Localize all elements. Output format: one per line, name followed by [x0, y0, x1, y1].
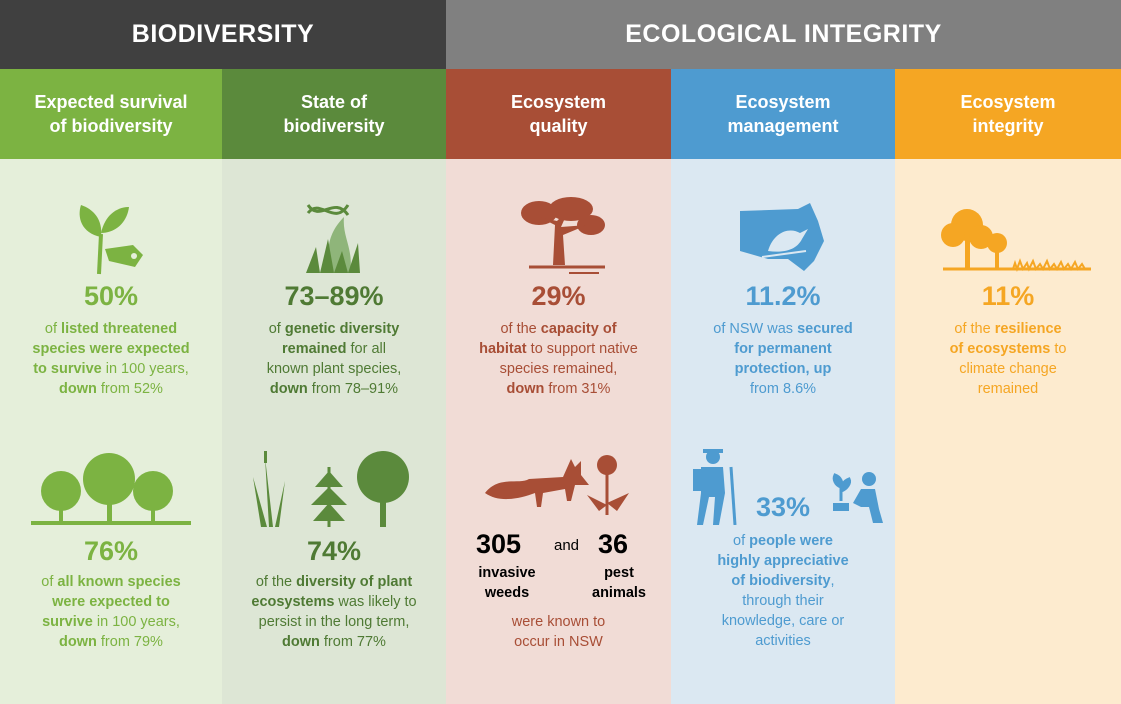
- pest-animals-label: pest animals: [592, 565, 646, 601]
- column-ecosystem-management: Ecosystem management 11.2% of NSW was sec…: [671, 69, 895, 704]
- column-expected-survival: Expected survival of biodiversity 50% of …: [0, 69, 222, 704]
- column-title: Ecosystem quality: [446, 69, 671, 159]
- column-title: State of biodiversity: [222, 69, 446, 159]
- seedling-tag-icon: [0, 199, 222, 279]
- invasive-weeds-label: invasive weeds: [478, 565, 536, 601]
- plants-icon: [222, 447, 446, 531]
- nsw-map-bird-icon: [671, 201, 895, 273]
- known-to-occur-text: were known to occur in NSW: [511, 614, 606, 650]
- stat-305: 305: [476, 529, 522, 559]
- stat-76-description: of all known species were expected to su…: [41, 574, 181, 650]
- column-ecosystem-quality: Ecosystem quality 29% of the capacity of …: [446, 69, 671, 704]
- column-title: Ecosystem management: [671, 69, 895, 159]
- trees-icon: [0, 449, 222, 529]
- fox-weed-icon: [446, 445, 671, 525]
- stat-50-description: of listed threatened species were expect…: [32, 321, 190, 397]
- column-title: Ecosystem integrity: [895, 69, 1121, 159]
- stat-29: 29%: [531, 281, 586, 311]
- stat-76: 76%: [83, 536, 139, 566]
- stat-11: 11%: [981, 281, 1035, 311]
- stat-74-description: of the diversity of plant ecosystems was…: [251, 574, 417, 650]
- column-state-of-biodiversity: State of biodiversity 73–89% of genetic d…: [222, 69, 446, 704]
- trees-landscape-icon: [895, 203, 1121, 275]
- dna-grass-icon: [222, 193, 446, 277]
- stat-11-2: 11.2%: [745, 281, 821, 311]
- ecological-integrity-header: ECOLOGICAL INTEGRITY: [446, 0, 1121, 69]
- column-title: Expected survival of biodiversity: [0, 69, 222, 159]
- tree-habitat-icon: [446, 195, 671, 277]
- stat-36: 36: [598, 529, 629, 559]
- stat-11-description: of the resilience of ecosystems to clima…: [949, 321, 1067, 397]
- stat-50: 50%: [83, 281, 139, 311]
- stat-33-description: of people were highly appreciative of bi…: [717, 533, 849, 649]
- stat-33: 33%: [755, 492, 811, 522]
- biodiversity-header: BIODIVERSITY: [0, 0, 446, 69]
- and-label: and: [554, 537, 580, 554]
- stat-11-2-description: of NSW was secured for permanent protect…: [713, 321, 853, 397]
- stat-73-89-description: of genetic diversity remained for all kn…: [266, 321, 402, 397]
- planter-icon: [831, 471, 885, 530]
- stat-73-89: 73–89%: [284, 281, 384, 311]
- stat-29-description: of the capacity of habitat to support na…: [479, 321, 638, 397]
- column-ecosystem-integrity: Ecosystem integrity 11% of the resilience…: [895, 69, 1121, 704]
- hiker-icon: [693, 449, 739, 530]
- stat-74: 74%: [306, 536, 362, 566]
